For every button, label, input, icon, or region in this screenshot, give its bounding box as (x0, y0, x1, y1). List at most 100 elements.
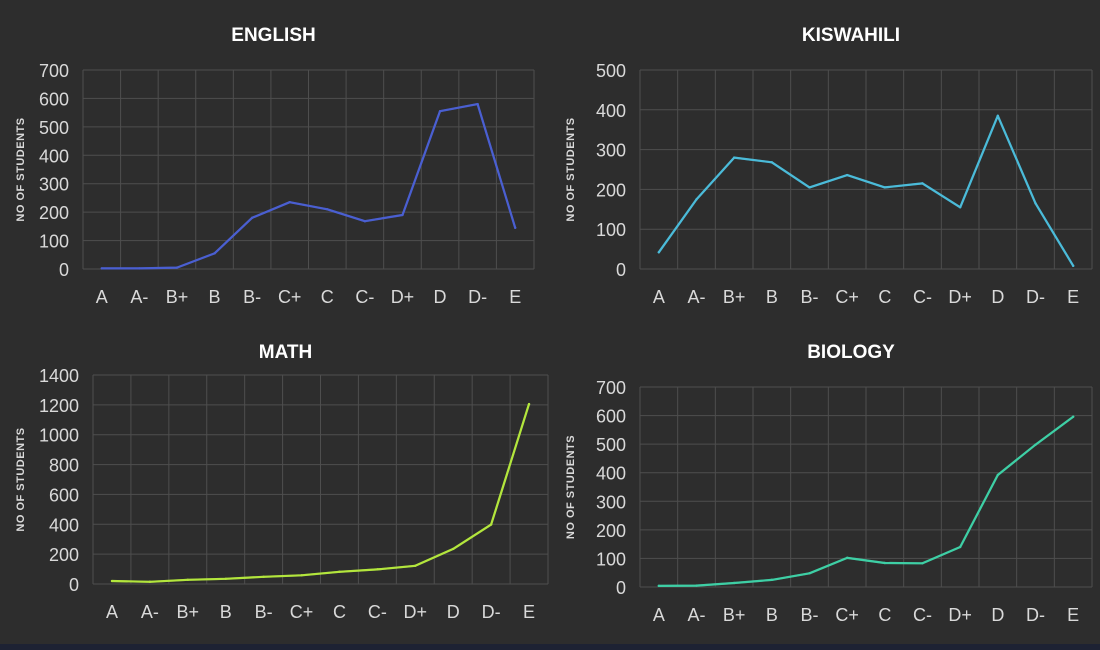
y-tick-label: 0 (616, 260, 626, 280)
data-point-d (452, 547, 455, 551)
data-point-b-plus (175, 266, 179, 269)
data-point-d-plus (958, 545, 962, 549)
y-tick-label: 200 (596, 521, 626, 541)
y-tick-label: 0 (616, 578, 626, 598)
data-point-d (438, 110, 442, 113)
data-point-a-minus (148, 580, 152, 583)
data-point-c-minus (921, 562, 924, 565)
y-tick-label: 400 (39, 146, 69, 166)
x-tick-label: B (766, 287, 778, 307)
data-point-a (657, 584, 661, 588)
data-point-d-minus (489, 523, 493, 526)
y-tick-label: 500 (596, 61, 626, 81)
x-tick-label: D (434, 287, 447, 307)
data-point-b-minus (808, 572, 811, 575)
data-point-c-plus (845, 173, 849, 177)
x-tick-label: E (1067, 287, 1079, 307)
x-tick-label: A- (688, 287, 706, 307)
y-tick-label: 300 (39, 175, 69, 195)
y-axis-label: NO OF STUDENTS (15, 117, 27, 221)
y-tick-label: 800 (49, 456, 79, 476)
y-tick-label: 400 (596, 101, 626, 121)
data-point-d-plus (414, 564, 417, 567)
y-tick-label: 600 (596, 407, 626, 427)
x-tick-label: C (321, 287, 334, 307)
data-point-d-minus (1034, 443, 1037, 446)
math-chart-svg: MATH 0 200 400 600 800 1000 1200 1400 A A- B+ B B- C+ C… (15, 342, 549, 622)
data-point-e (514, 226, 517, 229)
x-tick-label: B (209, 287, 221, 307)
data-point-a (100, 267, 103, 270)
data-point-c-minus (921, 182, 924, 185)
series-line (657, 114, 1075, 267)
chart-title: KISWAHILI (802, 25, 900, 46)
data-point-e (527, 402, 531, 406)
data-point-c-minus (363, 220, 367, 223)
x-tick-label: B- (255, 602, 273, 622)
x-tick-label: D (447, 602, 460, 622)
series-line (657, 415, 1075, 588)
x-tick-label: C+ (278, 287, 302, 307)
y-tick-label: 100 (596, 549, 626, 569)
y-tick-label: 1000 (39, 426, 79, 446)
x-tick-label: A- (141, 602, 159, 622)
x-tick-label: B- (801, 605, 819, 625)
data-point-a-minus (695, 198, 698, 201)
data-point-a (657, 251, 661, 254)
biology-chart-svg: BIOLOGY 0 100 200 300 400 500 600 700 A A- B+ B B- C+ C… (565, 342, 1093, 625)
x-tick-label: B- (243, 287, 261, 307)
series-line (110, 403, 531, 583)
x-tick-label: A (653, 287, 665, 307)
y-tick-label: 600 (49, 485, 79, 505)
y-axis-label: NO OF STUDENTS (565, 117, 577, 221)
x-tick-label: B+ (177, 602, 200, 622)
data-point-c (883, 561, 887, 565)
data-point-c-plus (845, 556, 849, 560)
y-tick-label: 1200 (39, 396, 79, 416)
x-tick-label: B+ (723, 287, 746, 307)
y-tick-label: 200 (49, 545, 79, 565)
x-tick-label: D- (1026, 287, 1045, 307)
data-point-b-minus (250, 216, 254, 220)
y-axis-label: NO OF STUDENTS (15, 427, 27, 531)
y-tick-label: 400 (49, 515, 79, 535)
kiswahili-chart-svg: KISWAHILI 0 100 200 300 400 500 A A- B+ B B- C+ C C- D+… (565, 25, 1093, 307)
x-tick-label: E (509, 287, 521, 307)
x-tick-label: A- (688, 605, 706, 625)
x-tick-label: B (220, 602, 232, 622)
x-tick-label: B+ (166, 287, 189, 307)
x-tick-label: D (991, 287, 1004, 307)
x-tick-label: D+ (404, 602, 428, 622)
data-point-c-plus (300, 574, 303, 577)
english-chart-panel: ENGLISH 0 100 200 300 400 500 600 700 A A- B+ B B- C+ C… (0, 0, 550, 322)
y-tick-label: 700 (39, 61, 69, 81)
x-tick-label: B (766, 605, 778, 625)
x-tick-label: A (96, 287, 108, 307)
data-point-a-minus (138, 267, 141, 270)
y-tick-label: 600 (39, 89, 69, 109)
bottom-bar (0, 644, 1100, 650)
x-tick-label: D (991, 605, 1004, 625)
x-tick-label: C (878, 605, 891, 625)
data-point-d-minus (1034, 202, 1037, 205)
data-point-c (326, 208, 329, 211)
data-point-b (224, 577, 227, 580)
y-tick-label: 700 (596, 378, 626, 398)
x-tick-label: D+ (948, 605, 972, 625)
x-tick-label: A- (130, 287, 148, 307)
x-tick-label: D- (1026, 605, 1045, 625)
chart-title: BIOLOGY (807, 342, 895, 363)
x-tick-label: C+ (835, 605, 859, 625)
x-tick-label: A (653, 605, 665, 625)
chart-title: MATH (259, 342, 312, 363)
x-tick-label: C- (913, 287, 932, 307)
x-tick-label: C+ (835, 287, 859, 307)
data-point-c (338, 570, 341, 573)
data-point-c-minus (376, 568, 379, 571)
data-point-b (770, 161, 774, 164)
x-tick-label: D+ (948, 287, 972, 307)
x-tick-label: E (523, 602, 535, 622)
x-tick-label: B- (801, 287, 819, 307)
data-point-c-plus (288, 200, 291, 204)
chart-title: ENGLISH (231, 25, 315, 46)
